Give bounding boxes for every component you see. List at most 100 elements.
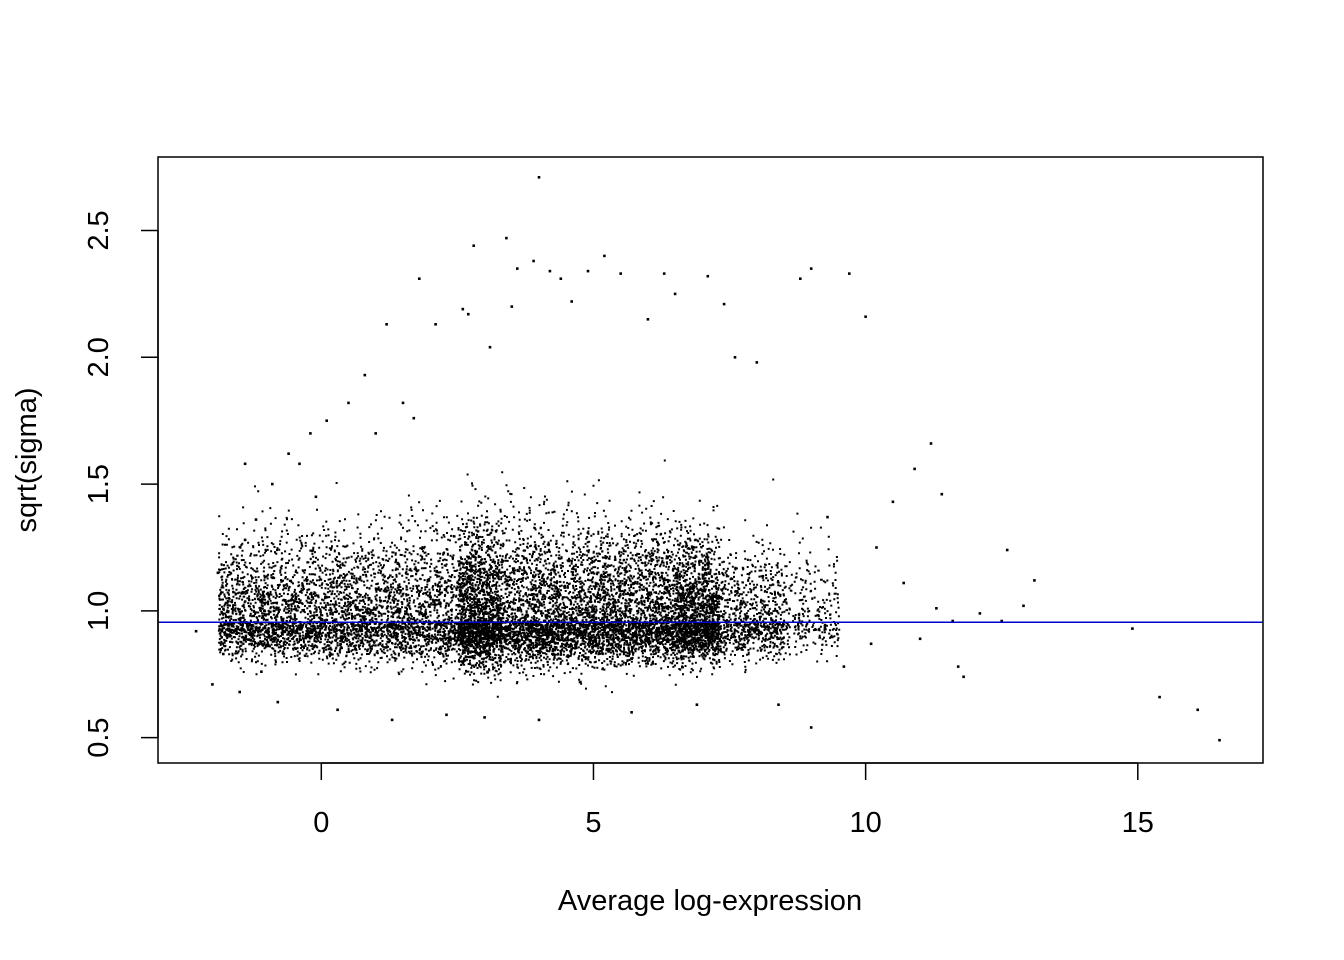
data-point xyxy=(374,432,377,435)
data-point xyxy=(799,277,802,280)
data-point xyxy=(488,345,492,349)
data-point xyxy=(940,492,944,496)
x-tick-label: 10 xyxy=(850,807,882,839)
x-tick-label: 0 xyxy=(313,807,329,839)
data-point xyxy=(777,703,780,706)
data-point xyxy=(603,254,606,258)
data-point xyxy=(695,703,699,706)
data-point xyxy=(586,269,590,273)
y-tick-label: 0.5 xyxy=(83,717,115,757)
data-point xyxy=(913,467,916,471)
data-point xyxy=(309,432,312,435)
data-point xyxy=(401,401,405,405)
data-point xyxy=(978,612,982,615)
data-point xyxy=(336,708,339,712)
data-point xyxy=(537,176,541,179)
data-point xyxy=(548,269,552,273)
data-point xyxy=(211,683,214,686)
data-point xyxy=(570,300,573,303)
data-point xyxy=(809,726,813,729)
data-point xyxy=(875,546,878,549)
data-point xyxy=(385,323,388,326)
data-point xyxy=(325,419,328,422)
data-point xyxy=(1196,708,1199,712)
data-point xyxy=(1131,627,1134,630)
data-point xyxy=(559,277,563,280)
data-point xyxy=(929,442,933,445)
data-point xyxy=(347,401,350,405)
data-point xyxy=(243,462,247,466)
data-point xyxy=(483,716,486,719)
data-point xyxy=(864,315,867,318)
y-axis: 0.5 1.0 1.5 2.0 2.5 xyxy=(83,210,159,758)
data-point xyxy=(646,318,650,321)
data-point xyxy=(227,596,231,600)
data-point xyxy=(461,307,465,311)
data-point xyxy=(630,711,633,714)
x-tick-label: 5 xyxy=(585,807,601,839)
data-point xyxy=(418,277,421,280)
data-point xyxy=(298,462,301,466)
data-point xyxy=(222,652,225,656)
data-point xyxy=(194,629,198,633)
data-point xyxy=(532,259,535,263)
data-point xyxy=(706,274,710,278)
data-point xyxy=(510,305,514,308)
data-point xyxy=(891,500,895,504)
y-axis-title: sqrt(sigma) xyxy=(11,387,43,532)
y-tick-label: 2.5 xyxy=(83,210,115,250)
data-point xyxy=(254,518,258,521)
y-tick-label: 1.5 xyxy=(83,464,115,504)
data-point xyxy=(238,690,241,694)
data-point xyxy=(673,292,677,296)
y-tick-label: 2.0 xyxy=(83,337,115,377)
data-point xyxy=(662,272,666,275)
data-point xyxy=(260,670,263,673)
data-point xyxy=(951,619,954,623)
data-point xyxy=(1158,695,1161,699)
data-point xyxy=(902,581,905,585)
data-point xyxy=(722,302,726,306)
point-cloud xyxy=(217,459,841,698)
data-point xyxy=(842,665,846,668)
data-point xyxy=(956,665,960,668)
data-point xyxy=(505,236,508,240)
data-point xyxy=(1033,579,1036,582)
x-tick-label: 15 xyxy=(1122,807,1154,839)
data-point xyxy=(848,272,851,275)
data-point xyxy=(537,718,541,722)
data-point xyxy=(472,244,475,247)
data-point xyxy=(755,361,759,364)
data-point xyxy=(733,356,737,359)
plot-frame xyxy=(157,156,1264,764)
data-point xyxy=(1022,604,1025,608)
y-tick-label: 1.0 xyxy=(83,591,115,631)
x-axis-title: Average log-expression xyxy=(558,885,862,917)
data-point xyxy=(314,495,318,499)
data-point xyxy=(434,323,437,326)
data-point xyxy=(809,267,813,270)
data-point xyxy=(271,482,274,486)
data-point xyxy=(412,416,416,420)
x-axis: 0 5 10 15 xyxy=(313,762,1154,839)
data-point xyxy=(216,571,220,575)
data-point xyxy=(445,713,448,717)
data-point xyxy=(1000,619,1003,623)
data-point xyxy=(935,607,938,610)
data-points xyxy=(194,176,1221,742)
data-point xyxy=(276,700,280,704)
data-point xyxy=(1005,548,1009,552)
data-point xyxy=(516,267,519,270)
dense-point-cloud xyxy=(217,459,841,698)
data-point xyxy=(826,515,829,519)
data-point xyxy=(619,272,622,275)
data-point xyxy=(390,718,394,722)
data-point xyxy=(243,538,247,542)
data-point xyxy=(869,642,873,646)
data-point xyxy=(918,637,922,641)
data-point xyxy=(287,452,290,455)
data-point xyxy=(962,675,965,679)
data-point xyxy=(467,312,470,316)
data-point xyxy=(1218,738,1221,742)
